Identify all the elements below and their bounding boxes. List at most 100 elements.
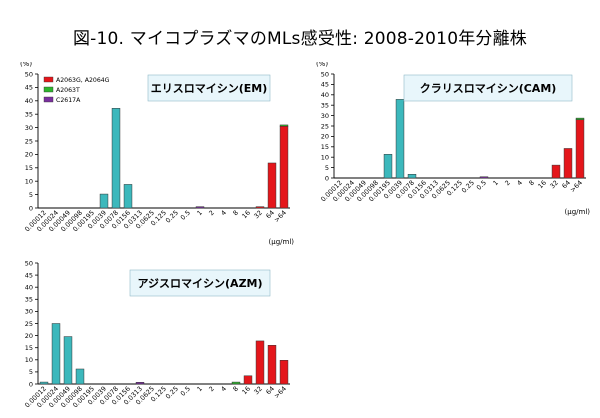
azm-xtick-label: 2 [207, 385, 216, 394]
azm-xtick-label: 0.5 [179, 385, 192, 398]
em-xtick-label: 4 [219, 209, 228, 218]
cam-xtick-label: 0.5 [475, 179, 488, 192]
cam-xtick-label: 32 [548, 179, 560, 191]
azm-bar [63, 336, 73, 385]
cam-chart-panel: (%) 0 5 10 15 20 25 30 35 40 45 50 0.00012 0.00024 0.0… [306, 60, 598, 250]
azm-ytick-label: 40 [25, 284, 33, 292]
azm-xtick-label: 0.25 [164, 385, 180, 401]
azm-ytick-label: 25 [25, 320, 33, 328]
em-bar [99, 193, 109, 209]
cam-bar [551, 164, 561, 179]
cam-ytick-label: 0 [325, 174, 329, 182]
azm-bar [243, 375, 253, 385]
azm-xtick-label: 64 [264, 385, 276, 397]
azm-bar [39, 381, 49, 385]
azm-ytick-label: 45 [25, 271, 33, 279]
em-bar-segment [279, 124, 289, 127]
em-ytick-label: 0 [29, 204, 33, 212]
em-ytick-label: 20 [25, 151, 33, 159]
em-chart-svg: (%)051015202530354045500.000120.000240.0… [20, 60, 295, 246]
azm-chart-title: アジスロマイシン(AZM) [137, 277, 262, 290]
em-ytick-label: 40 [25, 97, 33, 105]
azm-xtick-label: >64 [273, 385, 288, 400]
cam-xtick-label: 16 [536, 179, 548, 191]
cam-ytick-label: 15 [321, 143, 329, 151]
azm-ytick-label: 50 [25, 259, 33, 267]
em-bar [123, 184, 133, 209]
em-ytick-label: 50 [25, 70, 33, 78]
cam-bar [575, 119, 585, 179]
cam-bar [563, 148, 573, 179]
azm-bar [135, 382, 145, 385]
em-legend-swatch [43, 76, 54, 83]
em-legend-label: A2063T [56, 87, 80, 94]
cam-ytick-label: 30 [321, 112, 329, 120]
azm-bar [267, 345, 277, 385]
azm-bar [279, 360, 289, 385]
em-bar [195, 206, 205, 209]
azm-chart-panel: 0 5 10 15 20 25 30 35 40 45 50 0.00012 0.00024 0.0004… [8, 256, 300, 414]
cam-title-box [403, 74, 573, 102]
em-ytick-label: 15 [25, 164, 33, 172]
azm-ytick-label: 10 [25, 356, 33, 364]
azm-bar [51, 323, 61, 385]
em-legend-label: C2617A [56, 97, 81, 104]
cam-ytick-label: 25 [321, 122, 329, 130]
cam-xtick-label: 2 [503, 179, 512, 188]
em-legend-swatch [43, 86, 54, 93]
azm-ytick-label: 30 [25, 308, 33, 316]
em-xtick-label: 8 [231, 209, 240, 218]
em-title-box [147, 74, 271, 102]
cam-bar [395, 99, 405, 179]
em-bar [111, 108, 121, 209]
em-legend-label: A2063G, A2064G [56, 77, 110, 84]
cam-xtick-label: 0.25 [460, 179, 476, 195]
azm-xtick-label: 32 [252, 385, 264, 397]
cam-xtick-label: 4 [515, 179, 524, 188]
em-ytick-label: 30 [25, 124, 33, 132]
azm-bar [75, 368, 85, 385]
cam-xtick-label: >64 [569, 179, 584, 194]
cam-ytick-label: 10 [321, 154, 329, 162]
azm-ytick-label: 35 [25, 296, 33, 304]
em-chart-panel: (%) 0 5 10 15 20 25 30 35 40 45 50 0.00012 0.00024 0.0… [8, 60, 300, 250]
cam-ylabel: (%) [316, 62, 328, 68]
em-xtick-label: 32 [252, 209, 264, 221]
em-xtick-label: 0.25 [164, 209, 180, 225]
cam-ytick-label: 50 [321, 70, 329, 78]
cam-xtick-label: 1 [491, 179, 500, 188]
cam-xtick-label: 64 [560, 179, 572, 191]
em-xlabel: (μg/ml) [269, 238, 295, 246]
em-xtick-label: 0.5 [179, 209, 192, 222]
em-ytick-label: 35 [25, 111, 33, 119]
em-xtick-label: 2 [207, 209, 216, 218]
cam-bar [383, 154, 393, 179]
azm-xtick-label: 4 [219, 385, 228, 394]
azm-bar [255, 340, 265, 385]
em-bar [267, 162, 277, 209]
azm-chart-svg: 051015202530354045500.000120.000240.0004… [23, 259, 290, 409]
cam-bar [479, 176, 489, 179]
em-bar [255, 206, 265, 209]
azm-title-box [129, 269, 271, 297]
azm-xtick-label: 1 [195, 385, 204, 394]
em-xtick-label: >64 [273, 209, 288, 224]
em-ytick-label: 25 [25, 137, 33, 145]
azm-ytick-label: 15 [25, 344, 33, 352]
em-xtick-label: 1 [195, 209, 204, 218]
em-chart-title: エリスロマイシン(EM) [151, 82, 268, 95]
azm-bar [231, 381, 241, 385]
cam-bar [407, 174, 417, 179]
em-ytick-label: 45 [25, 84, 33, 92]
cam-xtick-label: 8 [527, 179, 536, 188]
em-ylabel: (%) [20, 62, 32, 68]
em-ytick-label: 10 [25, 178, 33, 186]
azm-ytick-label: 5 [29, 368, 33, 376]
cam-xlabel: (μg/ml) [565, 208, 591, 216]
azm-ytick-label: 0 [29, 380, 33, 388]
cam-chart-svg: (%)051015202530354045500.000120.000240.0… [316, 60, 591, 216]
cam-ytick-label: 45 [321, 81, 329, 89]
em-legend-swatch [43, 96, 54, 103]
page-title: 図-10. マイコプラズマのMLs感受性: 2008-2010年分離株 [72, 29, 528, 49]
em-xtick-label: 64 [264, 209, 276, 221]
